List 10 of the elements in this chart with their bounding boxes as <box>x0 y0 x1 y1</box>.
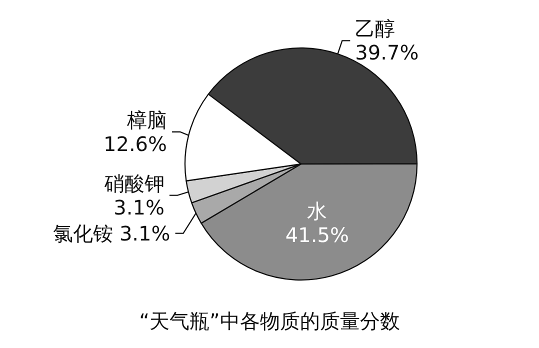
slice-label: 硝酸钾 <box>103 171 164 196</box>
slice-label: 氯化铵 3.1% <box>53 221 170 246</box>
data-label: 41.5% <box>285 222 349 247</box>
slice-label: 樟脑 <box>126 108 168 132</box>
slice-label: 乙醇 <box>355 16 396 41</box>
data-label: 12.6% <box>103 132 168 156</box>
data-label: 39.7% <box>355 40 419 65</box>
data-label: 3.1% <box>114 195 164 220</box>
slice-label: 水 <box>307 198 328 223</box>
text: “天气瓶”中各物质的质量分数 <box>139 309 400 333</box>
